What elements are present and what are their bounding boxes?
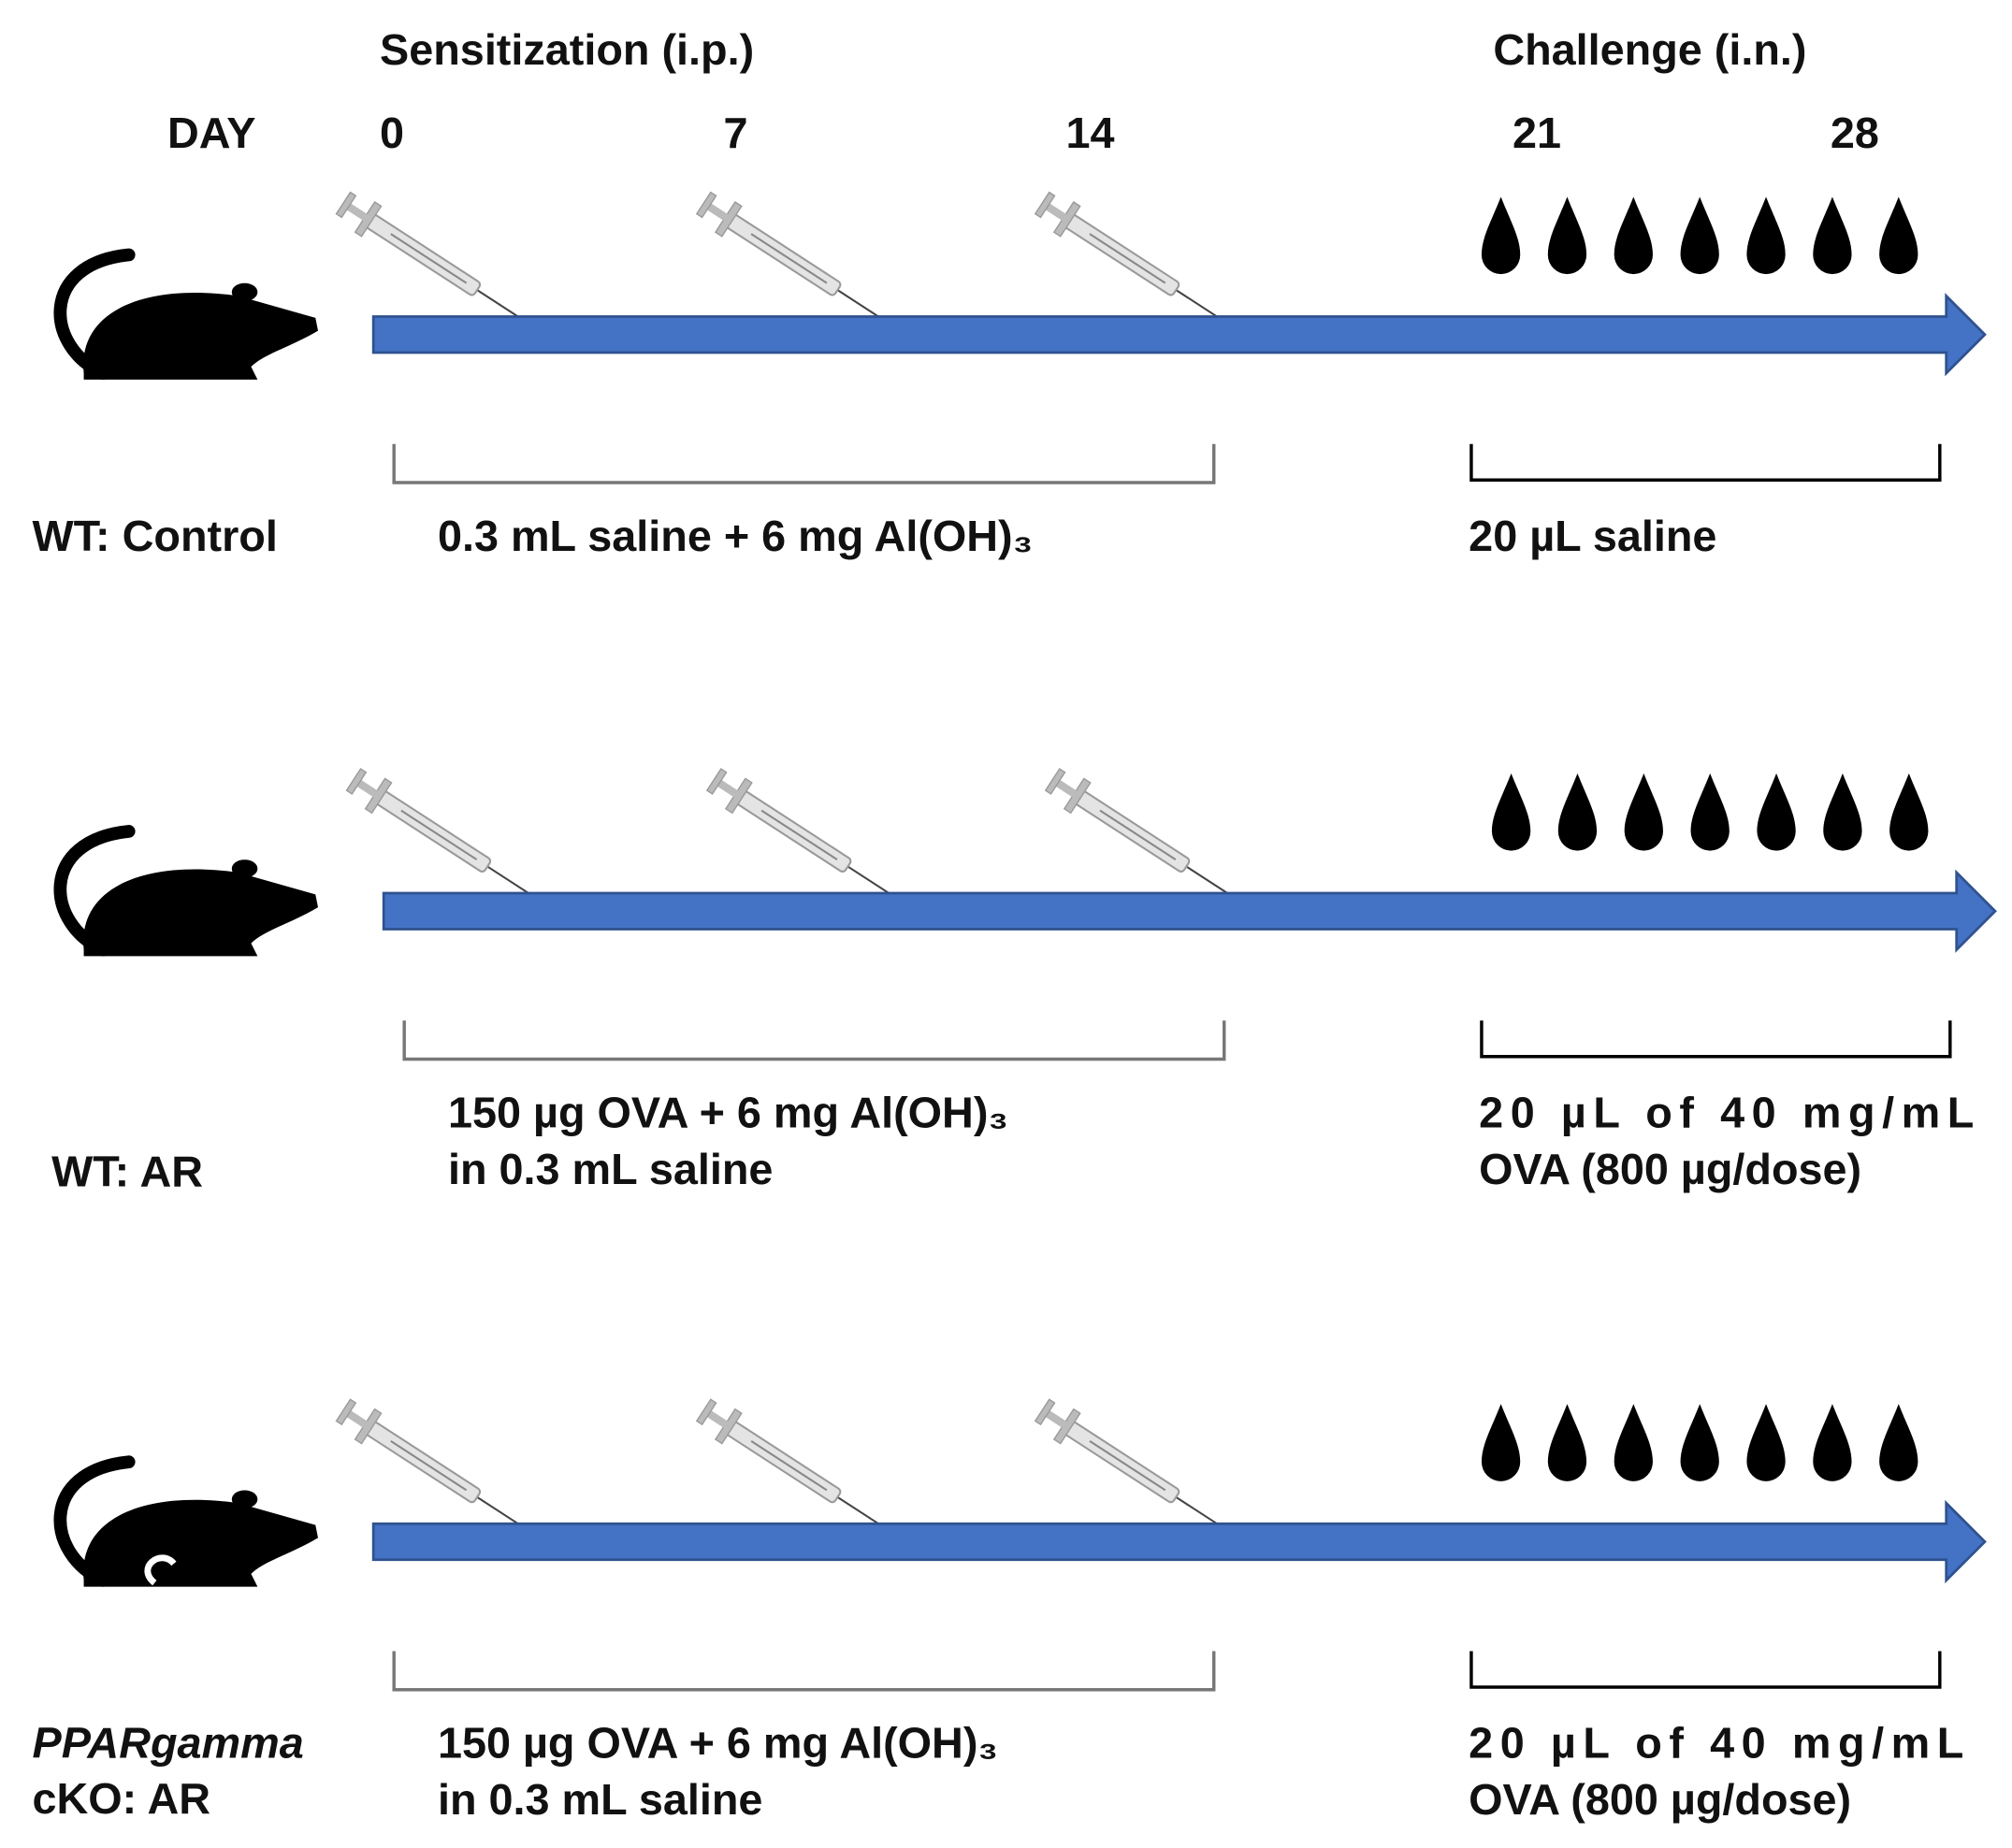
group-label: WT: AR: [51, 1148, 203, 1196]
syringe-thumb: [705, 768, 728, 795]
sensitization-dose: in 0.3 mL saline: [438, 1775, 762, 1824]
drop: [1547, 1404, 1587, 1481]
syringe-scale: [390, 1440, 468, 1492]
drop: [1491, 773, 1531, 851]
challenge-bracket: [1469, 443, 1942, 482]
drop: [1823, 773, 1862, 851]
syringe-plunger: [1054, 779, 1081, 801]
challenge-dose: 20 µL of 40 mg/mL: [1479, 1088, 1981, 1136]
drop: [1557, 773, 1598, 851]
challenge-title: Challenge (i.n.): [1493, 25, 1806, 74]
syringe: [345, 768, 537, 900]
drop: [1680, 196, 1719, 275]
sensitization-dose: 150 µg OVA + 6 mg Al(OH)₃: [438, 1719, 998, 1768]
drop: [1889, 773, 1929, 851]
challenge-dose: OVA (800 µg/dose): [1469, 1775, 1851, 1824]
drop: [1813, 1404, 1852, 1481]
syringe-scale: [390, 233, 468, 284]
day-number: 21: [1513, 108, 1561, 157]
challenge-dose: OVA (800 µg/dose): [1479, 1145, 1861, 1193]
mouse: [53, 825, 319, 957]
syringe-plunger: [705, 1409, 732, 1431]
group-label: cKO: AR: [33, 1774, 211, 1823]
syringe-plunger: [355, 779, 382, 801]
syringe: [705, 768, 897, 900]
mouse-mark: [144, 1554, 177, 1586]
mouse: [53, 1455, 319, 1587]
syringe-scale: [760, 809, 838, 860]
sensitization-dose: 150 µg OVA + 6 mg Al(OH)₃: [448, 1088, 1008, 1136]
timeline-arrow: [371, 1499, 1987, 1584]
syringe-scale: [1099, 809, 1177, 860]
drop: [1757, 773, 1796, 851]
mouse-body: [83, 293, 319, 380]
mouse-body: [83, 869, 319, 957]
syringe-thumb: [695, 1398, 717, 1426]
syringe-plunger: [705, 202, 732, 224]
syringe: [1044, 768, 1236, 900]
syringe: [1034, 191, 1225, 323]
syringe-thumb: [1034, 191, 1056, 219]
syringe-plunger: [1044, 1409, 1071, 1431]
timeline-arrow: [382, 869, 1997, 953]
syringe-thumb: [1034, 1398, 1056, 1426]
drop: [1680, 1404, 1719, 1481]
mouse: [53, 248, 319, 380]
drop: [1746, 196, 1786, 275]
day-label: DAY: [167, 108, 255, 157]
syringe-plunger: [716, 779, 743, 801]
syringe-plunger: [1044, 202, 1071, 224]
challenge-bracket: [1469, 1651, 1942, 1689]
mouse-ear: [231, 859, 258, 878]
syringe-scale: [400, 809, 478, 860]
sensitization-bracket: [392, 1651, 1216, 1692]
syringe: [695, 191, 887, 323]
mouse-ear: [231, 282, 258, 301]
drop: [1690, 773, 1730, 851]
sensitization-bracket: [402, 1020, 1226, 1061]
syringe: [695, 1398, 887, 1530]
sensitization-title: Sensitization (i.p.): [380, 25, 754, 74]
mouse-ear: [231, 1490, 258, 1509]
syringe-thumb: [345, 768, 368, 795]
syringe-plunger: [345, 202, 371, 224]
syringe-thumb: [695, 191, 717, 219]
sensitization-dose: 0.3 mL saline + 6 mg Al(OH)₃: [438, 512, 1033, 560]
syringe: [335, 191, 527, 323]
syringe-plunger: [345, 1409, 371, 1431]
sensitization-dose: in 0.3 mL saline: [448, 1145, 773, 1193]
drop: [1813, 196, 1852, 275]
syringe-scale: [1089, 1440, 1166, 1492]
timeline-arrow: [371, 293, 1987, 377]
challenge-dose: 20 µL of 40 mg/mL: [1469, 1719, 1971, 1768]
syringe-scale: [750, 1440, 828, 1492]
syringe-scale: [750, 233, 828, 284]
drop: [1481, 1404, 1521, 1481]
mouse-body: [83, 1499, 319, 1587]
drop: [1614, 196, 1653, 275]
syringe-thumb: [335, 191, 357, 219]
syringe: [335, 1398, 527, 1530]
drop: [1547, 196, 1587, 275]
day-number: 0: [380, 108, 404, 157]
drop: [1746, 1404, 1786, 1481]
challenge-bracket: [1480, 1020, 1952, 1059]
syringe: [1034, 1398, 1225, 1530]
drop: [1481, 196, 1521, 275]
group-label: WT: Control: [33, 512, 278, 560]
syringe-thumb: [1044, 768, 1066, 795]
syringe-scale: [1089, 233, 1166, 284]
drop: [1624, 773, 1663, 851]
day-number: 14: [1065, 108, 1114, 157]
syringe-thumb: [335, 1398, 357, 1426]
sensitization-bracket: [392, 443, 1216, 484]
drop: [1879, 1404, 1918, 1481]
challenge-dose: 20 µL saline: [1469, 512, 1716, 560]
drop: [1879, 196, 1918, 275]
day-number: 7: [723, 108, 747, 157]
drop: [1614, 1404, 1653, 1481]
group-label: PPARgamma: [33, 1719, 304, 1768]
day-number: 28: [1831, 108, 1879, 157]
